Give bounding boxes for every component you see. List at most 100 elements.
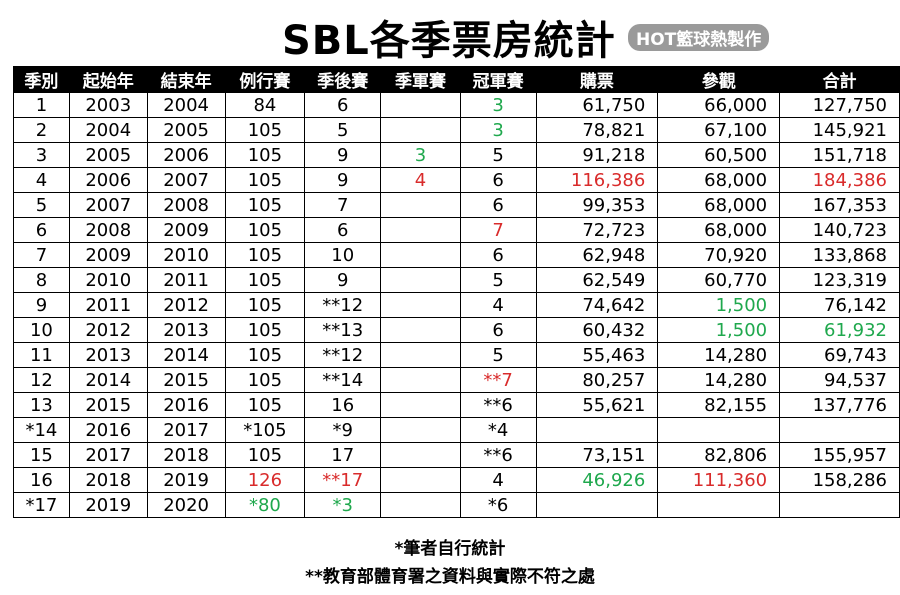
table-cell: *3 (304, 492, 382, 518)
table-cell: 17 (304, 442, 382, 468)
table-cell: 82,806 (657, 442, 781, 468)
table-cell: 2005 (68, 142, 148, 168)
table-cell: 46,926 (535, 467, 659, 493)
table-cell: 3 (380, 142, 461, 168)
table-cell: 4 (459, 292, 537, 318)
column-header: 結束年 (146, 66, 226, 93)
table-cell: *105 (224, 417, 306, 443)
table-cell: 105 (224, 317, 306, 343)
table-cell: 99,353 (535, 192, 659, 218)
table-cell: 3 (13, 142, 70, 168)
table-cell: **6 (459, 442, 537, 468)
table-cell: 2007 (146, 167, 226, 193)
table-cell: 13 (13, 392, 70, 418)
table-cell: 123,319 (779, 267, 900, 293)
table-cell: 2014 (68, 367, 148, 393)
table-cell: 2004 (68, 117, 148, 143)
table-cell: 133,868 (779, 242, 900, 268)
table-cell: 14,280 (657, 367, 781, 393)
table-cell (779, 492, 900, 518)
author-badge: HOT籃球熱製作 (628, 24, 770, 51)
table-cell: 1 (13, 92, 70, 118)
table-cell: 7 (13, 242, 70, 268)
table-cell: 8 (13, 267, 70, 293)
table-row: 9 2011 2012 105 **12 4 74,642 1,500 76,142 (13, 292, 900, 318)
table-cell: 6 (304, 92, 382, 118)
table-row: 12 2014 2015 105 **14 **7 80,257 14,280 94,537 (13, 367, 900, 393)
table-cell: 158,286 (779, 467, 900, 493)
table-cell: 70,920 (657, 242, 781, 268)
table-cell: 105 (224, 442, 306, 468)
table-cell: 2016 (68, 417, 148, 443)
table-cell: 126 (224, 467, 306, 493)
table-row: 15 2017 2018 105 17 **6 73,151 82,806 155,957 (13, 442, 900, 468)
table-cell: 3 (459, 117, 537, 143)
page-title: SBL各季票房統計 (282, 18, 616, 64)
table-cell: 5 (13, 192, 70, 218)
table-row: 8 2010 2011 105 9 5 62,549 60,770 123,319 (13, 267, 900, 293)
table-cell: 74,642 (535, 292, 659, 318)
table-cell: 1,500 (657, 317, 781, 343)
table-cell: 69,743 (779, 342, 900, 368)
table-cell: 76,142 (779, 292, 900, 318)
table-cell: 2012 (146, 292, 226, 318)
table-cell: 2018 (68, 467, 148, 493)
table-cell: 2012 (68, 317, 148, 343)
table-cell: 10 (304, 242, 382, 268)
table-cell: 80,257 (535, 367, 659, 393)
table-cell: 4 (13, 167, 70, 193)
table-cell: 68,000 (657, 167, 781, 193)
column-header: 起始年 (68, 66, 148, 93)
table-cell: 116,386 (535, 167, 659, 193)
footnote-data-discrepancy: **教育部體育署之資料與實際不符之處 (305, 567, 595, 587)
table-cell: 62,948 (535, 242, 659, 268)
table-row: 5 2007 2008 105 7 6 99,353 68,000 167,353 (13, 192, 900, 218)
table-cell (779, 417, 900, 443)
table-row: 16 2018 2019 126 **17 4 46,926 111,360 158,286 (13, 467, 900, 493)
table-cell: **14 (304, 367, 382, 393)
table-cell: 2019 (146, 467, 226, 493)
table-cell: 2017 (146, 417, 226, 443)
table-cell: 60,770 (657, 267, 781, 293)
table-cell: 2014 (146, 342, 226, 368)
table-cell: 4 (459, 467, 537, 493)
table-body: 1 2003 2004 84 6 3 61,750 66,000 127,750 2 2004 200… (13, 92, 900, 518)
table-cell: 55,621 (535, 392, 659, 418)
table-cell: 4 (380, 167, 461, 193)
table-cell: 184,386 (779, 167, 900, 193)
column-header: 冠軍賽 (459, 66, 537, 93)
table-cell: 2009 (68, 242, 148, 268)
table-cell: 72,723 (535, 217, 659, 243)
table-cell: 105 (224, 142, 306, 168)
table-cell: 55,463 (535, 342, 659, 368)
column-header: 季別 (13, 66, 70, 93)
column-header: 參觀 (657, 66, 781, 93)
table-cell: 61,750 (535, 92, 659, 118)
table-cell: 66,000 (657, 92, 781, 118)
table-cell: 105 (224, 367, 306, 393)
table-cell: *17 (13, 492, 70, 518)
table-cell: **12 (304, 342, 382, 368)
table-cell: 105 (224, 292, 306, 318)
table-cell: 127,750 (779, 92, 900, 118)
table-cell (380, 217, 461, 243)
footnote-self-count: *筆者自行統計 (394, 539, 506, 559)
table-cell: 9 (304, 267, 382, 293)
table-cell: 2006 (68, 167, 148, 193)
table-cell: 105 (224, 167, 306, 193)
table-cell: 2 (13, 117, 70, 143)
table-cell: 105 (224, 242, 306, 268)
table-row: 10 2012 2013 105 **13 6 60,432 1,500 61,932 (13, 317, 900, 343)
table-cell: 6 (304, 217, 382, 243)
table-cell (380, 117, 461, 143)
table-cell: 61,932 (779, 317, 900, 343)
table-cell: 7 (304, 192, 382, 218)
table-cell: 105 (224, 192, 306, 218)
column-header: 季軍賽 (380, 66, 461, 93)
table-cell: 84 (224, 92, 306, 118)
table-cell: 111,360 (657, 467, 781, 493)
table-cell: 105 (224, 392, 306, 418)
table-cell: 9 (304, 142, 382, 168)
table-cell (380, 342, 461, 368)
table-cell: 10 (13, 317, 70, 343)
